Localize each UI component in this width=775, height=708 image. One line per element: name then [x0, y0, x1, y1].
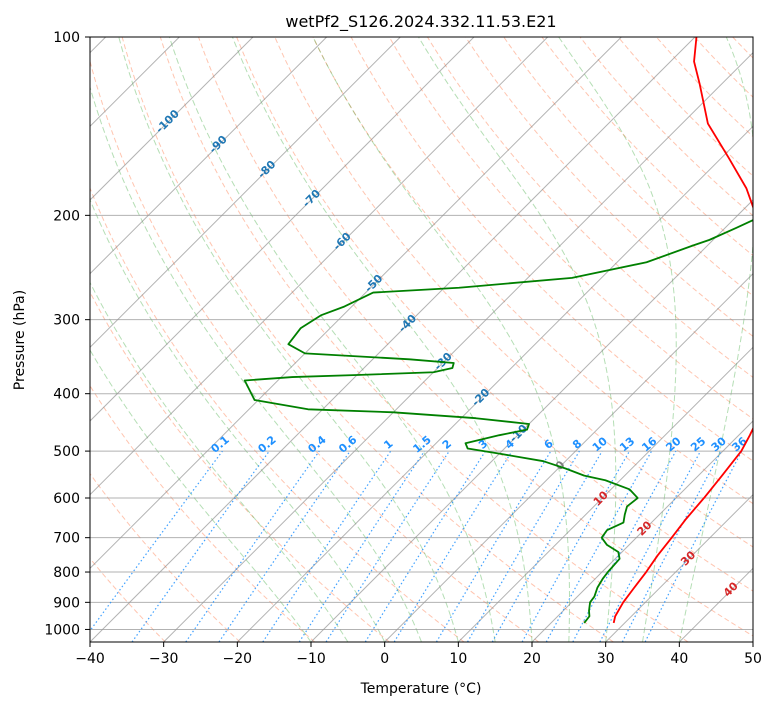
dry-adiabat — [90, 472, 241, 642]
y-tick-label: 1000 — [44, 622, 80, 638]
mixing-ratio-line — [491, 450, 603, 642]
plot-frame — [89, 36, 754, 643]
mixing-ratio-line — [218, 450, 351, 642]
y-tick-label: 200 — [53, 208, 80, 224]
moist-adiabat — [558, 37, 677, 642]
dry-adiabat — [90, 59, 540, 642]
isotherm — [457, 346, 753, 642]
y-axis-label: Pressure (hPa) — [12, 290, 28, 390]
dewpoint-profile — [243, 219, 753, 624]
x-tick-label: −40 — [75, 651, 105, 667]
x-tick-label: −20 — [223, 651, 253, 667]
mixing-ratio-line — [185, 450, 320, 642]
y-tick-label: 100 — [53, 30, 80, 46]
moist-adiabat — [231, 37, 533, 642]
dry-adiabat — [90, 384, 316, 642]
mixing-ratio-line — [90, 450, 223, 632]
x-tick-label: −10 — [296, 651, 326, 667]
moist-adiabat — [418, 37, 617, 642]
mixing-ratio-line — [466, 450, 580, 642]
isotherm — [90, 37, 475, 422]
chart-title: wetPf2_S126.2024.332.11.53.E21 — [285, 12, 556, 32]
x-tick-label: 20 — [523, 651, 541, 667]
mixing-ratio-line — [572, 450, 677, 642]
y-tick-label: 600 — [53, 491, 80, 507]
mixing-ratio-line — [393, 450, 513, 642]
dry-adiabat — [121, 37, 614, 642]
temperature-profile — [612, 37, 753, 624]
isotherm — [90, 37, 696, 642]
mixing-ratio-line — [521, 450, 631, 642]
dry-adiabat — [312, 37, 753, 505]
dry-adiabat — [90, 291, 390, 642]
moist-adiabat — [168, 37, 496, 642]
isotherm — [90, 37, 254, 201]
y-tick-label: 800 — [53, 565, 80, 581]
isotherm — [90, 37, 549, 496]
mixing-ratio-line — [545, 450, 653, 642]
x-tick-label: 0 — [380, 651, 389, 667]
moist-adiabat — [90, 85, 422, 642]
isotherm — [90, 37, 622, 570]
y-tick-label: 300 — [53, 313, 80, 329]
dry-adiabat — [465, 37, 753, 337]
dry-adiabat — [159, 37, 689, 642]
dry-adiabat — [236, 37, 753, 592]
dry-adiabat — [579, 37, 753, 217]
axes: −40 −30 −20 −10 0 10 20 30 40 50 100 200 300 400 500 60… — [44, 30, 762, 667]
x-tick-label: 30 — [597, 651, 615, 667]
x-tick-label: 10 — [449, 651, 467, 667]
x-tick-label: 40 — [670, 651, 688, 667]
isotherm — [90, 37, 328, 275]
dry-adiabat — [274, 37, 753, 548]
moist-adiabat — [312, 37, 570, 642]
x-axis-label: Temperature (°C) — [360, 681, 482, 697]
moist-adiabat — [118, 37, 459, 642]
dry-adiabat — [350, 37, 753, 462]
dry-adiabat — [426, 37, 753, 378]
isotherm — [605, 493, 753, 642]
dry-adiabat — [90, 186, 465, 642]
isotherm — [90, 37, 401, 349]
y-tick-label: 700 — [53, 531, 80, 547]
x-tick-label: −30 — [149, 651, 179, 667]
isotherm — [531, 420, 753, 642]
isotherm — [163, 51, 753, 642]
y-tick-label: 900 — [53, 595, 80, 611]
mixing-ratio-line — [131, 450, 270, 642]
x-tick-label: 50 — [744, 651, 762, 667]
isotherm — [384, 272, 753, 642]
y-tick-label: 500 — [53, 444, 80, 460]
y-tick-label: 400 — [53, 387, 80, 403]
mixing-ratio-line — [325, 450, 450, 642]
dry-adiabat — [503, 37, 753, 297]
isotherm — [236, 125, 753, 642]
mixing-ratio-line — [435, 450, 552, 642]
isotherm — [310, 199, 753, 642]
moist-adiabat — [90, 198, 386, 642]
mixing-ratio-line — [364, 450, 486, 642]
